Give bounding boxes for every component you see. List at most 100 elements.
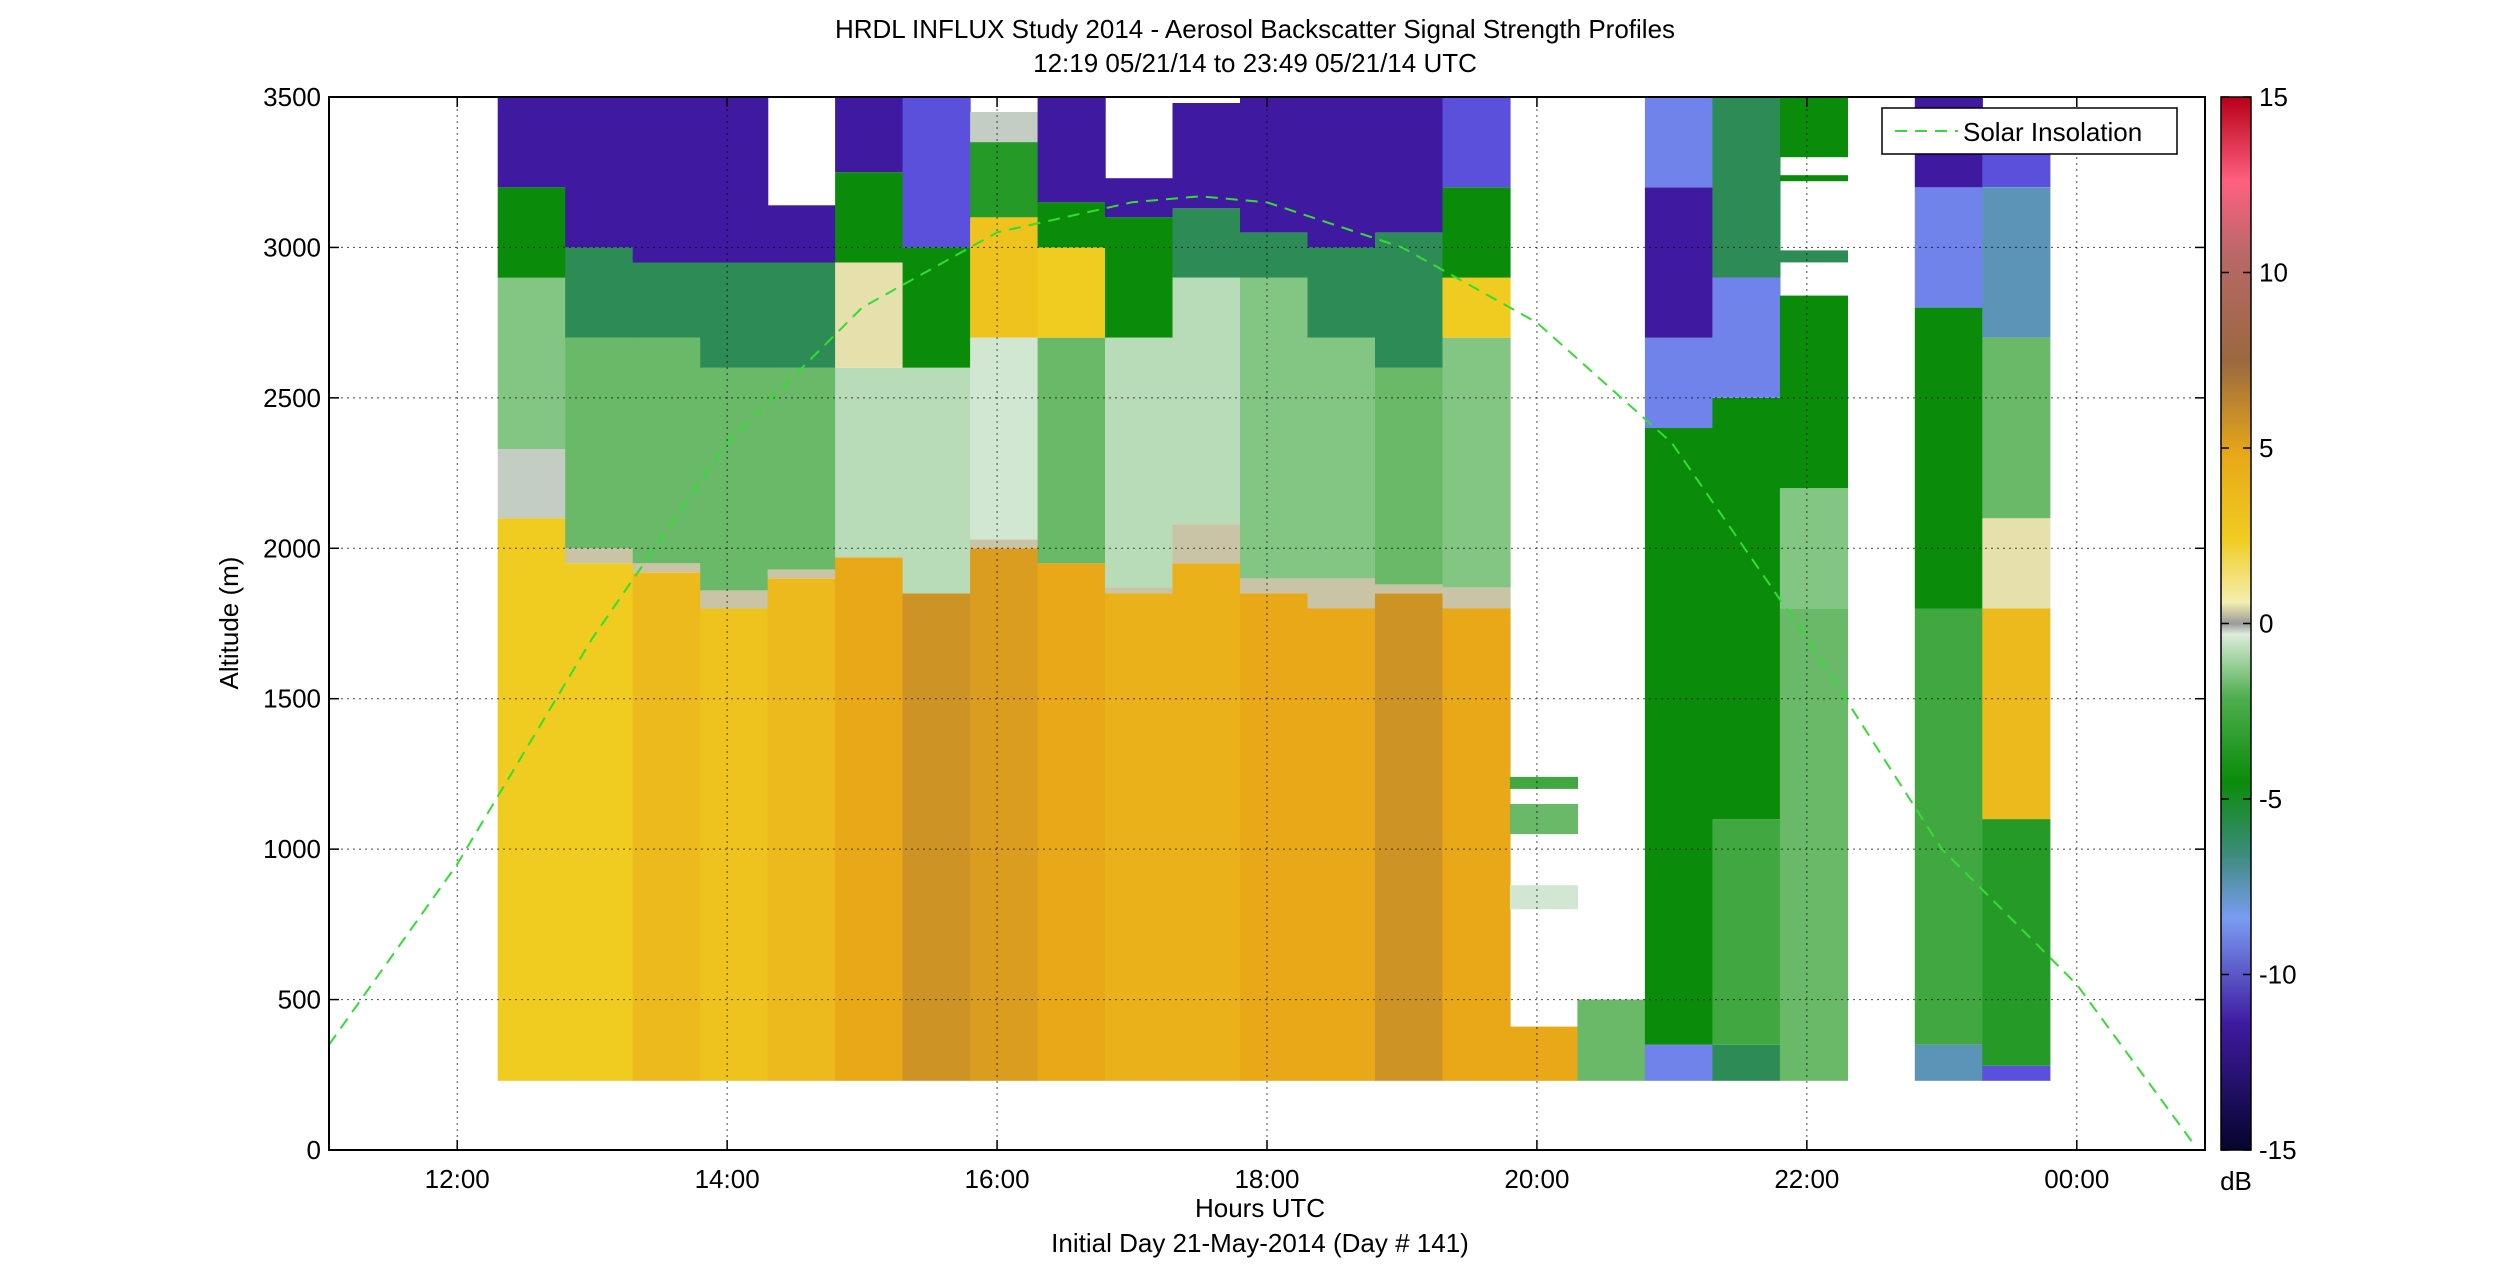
heatmap-cell — [700, 262, 769, 368]
heatmap-cell — [1644, 187, 1713, 338]
heatmap-cell — [1172, 103, 1241, 209]
heatmap-cell — [497, 518, 566, 1081]
heatmap-cell — [902, 97, 971, 248]
heatmap-cell — [565, 563, 634, 1081]
heatmap-cell — [1982, 819, 2051, 1066]
heatmap-cell — [767, 205, 836, 263]
heatmap-cell — [497, 277, 566, 449]
y-tick-label: 500 — [278, 985, 321, 1015]
heatmap-cell — [1442, 277, 1511, 338]
heatmap-cell — [970, 112, 1039, 143]
heatmap-cell — [835, 97, 904, 173]
colorbar-tick-label: 0 — [2259, 609, 2273, 639]
heatmap-cell — [1037, 247, 1106, 338]
heatmap-cell — [1037, 97, 1106, 203]
heatmap-cell — [1914, 1044, 1983, 1081]
heatmap-cell — [1307, 578, 1376, 609]
heatmap-cell — [700, 608, 769, 1081]
heatmap-cell — [1375, 97, 1444, 233]
x-tick-label: 16:00 — [965, 1164, 1030, 1194]
heatmap-cell — [1037, 563, 1106, 1081]
heatmap-cell — [1375, 232, 1444, 368]
heatmap-cell — [1577, 999, 1646, 1081]
heatmap-cell — [1105, 217, 1174, 338]
heatmap-cell — [767, 367, 836, 570]
axis-ticks: 12:00 14:00 16:00 18:00 20:00 22:00 00:00 0 500 1… — [263, 82, 2205, 1194]
heatmap-cell — [1644, 337, 1713, 428]
x-tick-label: 18:00 — [1234, 1164, 1299, 1194]
heatmap-cell — [1442, 587, 1511, 609]
heatmap-cell — [970, 142, 1039, 218]
heatmap-cell — [970, 337, 1039, 540]
heatmap-cell — [1105, 587, 1174, 594]
plot-area: 12:00 14:00 16:00 18:00 20:00 22:00 00:00 0 500 1… — [263, 82, 2206, 1194]
x-tick-label: 14:00 — [695, 1164, 760, 1194]
heatmap-cell — [1442, 97, 1511, 188]
colorbar-tick-label: 5 — [2259, 433, 2273, 463]
heatmap-cell — [1712, 1044, 1781, 1081]
heatmap-cell — [1172, 524, 1241, 564]
heatmap-cell — [632, 97, 701, 263]
heatmap-cell — [565, 337, 634, 549]
x-axis-label: Hours UTC — [1195, 1193, 1325, 1223]
legend-label-solar-insolation: Solar Insolation — [1963, 117, 2142, 147]
heatmap-cell — [1779, 97, 1848, 158]
heatmap-cell — [1307, 97, 1376, 248]
y-tick-label: 1500 — [263, 684, 321, 714]
heatmap-cell — [1779, 175, 1848, 182]
heatmap-cell — [1644, 1044, 1713, 1081]
heatmap-cell — [700, 367, 769, 591]
colorbar-tick-label: 15 — [2259, 82, 2288, 112]
heatmap-cell — [1712, 97, 1781, 278]
heatmap-cells — [497, 97, 2051, 1081]
heatmap-cell — [835, 172, 904, 263]
legend-box — [1881, 107, 2178, 155]
heatmap-cell — [632, 563, 701, 573]
heatmap-cell — [1509, 804, 1578, 835]
heatmap-cell — [970, 217, 1039, 338]
heatmap-cell — [1509, 776, 1578, 789]
heatmap-cell — [1172, 277, 1241, 525]
heatmap-cell — [1779, 250, 1848, 263]
heatmap-cell — [1442, 608, 1511, 1081]
x-axis-sublabel: Initial Day 21-May-2014 (Day # 141) — [1051, 1228, 1469, 1258]
x-tick-label: 22:00 — [1774, 1164, 1839, 1194]
heatmap-cell — [565, 247, 634, 338]
legend: Solar Insolation — [1881, 107, 2178, 155]
heatmap-cell — [1982, 518, 2051, 609]
x-tick-label: 20:00 — [1504, 1164, 1569, 1194]
heatmap-cell — [1307, 337, 1376, 579]
y-tick-label: 0 — [307, 1135, 321, 1165]
chart-subtitle: 12:19 05/21/14 to 23:49 05/21/14 UTC — [1033, 48, 1477, 78]
heatmap-cell — [767, 262, 836, 368]
heatmap-cell — [565, 97, 634, 248]
heatmap-cell — [902, 593, 971, 1081]
heatmap-cell — [1240, 277, 1309, 579]
heatmap-cell — [700, 590, 769, 609]
heatmap-cell — [1375, 593, 1444, 1081]
heatmap-cell — [497, 449, 566, 519]
colorbar-tick-label: -10 — [2259, 960, 2297, 990]
heatmap-cell — [1712, 277, 1781, 398]
heatmap-cell — [970, 548, 1039, 1081]
heatmap-cell — [1375, 367, 1444, 585]
heatmap-cell — [565, 548, 634, 564]
y-tick-label: 2000 — [263, 533, 321, 563]
heatmap-cell — [835, 557, 904, 1081]
y-tick-label: 3000 — [263, 232, 321, 262]
heatmap-cell — [1240, 97, 1309, 233]
heatmap-cell — [1914, 608, 1983, 1045]
heatmap-cell — [497, 97, 566, 188]
heatmap-cell — [632, 572, 701, 1081]
solar-insolation-line — [329, 195, 2193, 1142]
heatmap-cell — [835, 367, 904, 558]
heatmap-cell — [767, 569, 836, 579]
heatmap-cell — [1172, 208, 1241, 278]
heatmap-cell — [1375, 584, 1444, 594]
heatmap-cell — [1644, 97, 1713, 188]
heatmap-cell — [1442, 337, 1511, 588]
heatmap-cell — [1307, 608, 1376, 1081]
colorbar-unit-label: dB — [2220, 1166, 2252, 1196]
heatmap-cell — [1644, 427, 1713, 1045]
